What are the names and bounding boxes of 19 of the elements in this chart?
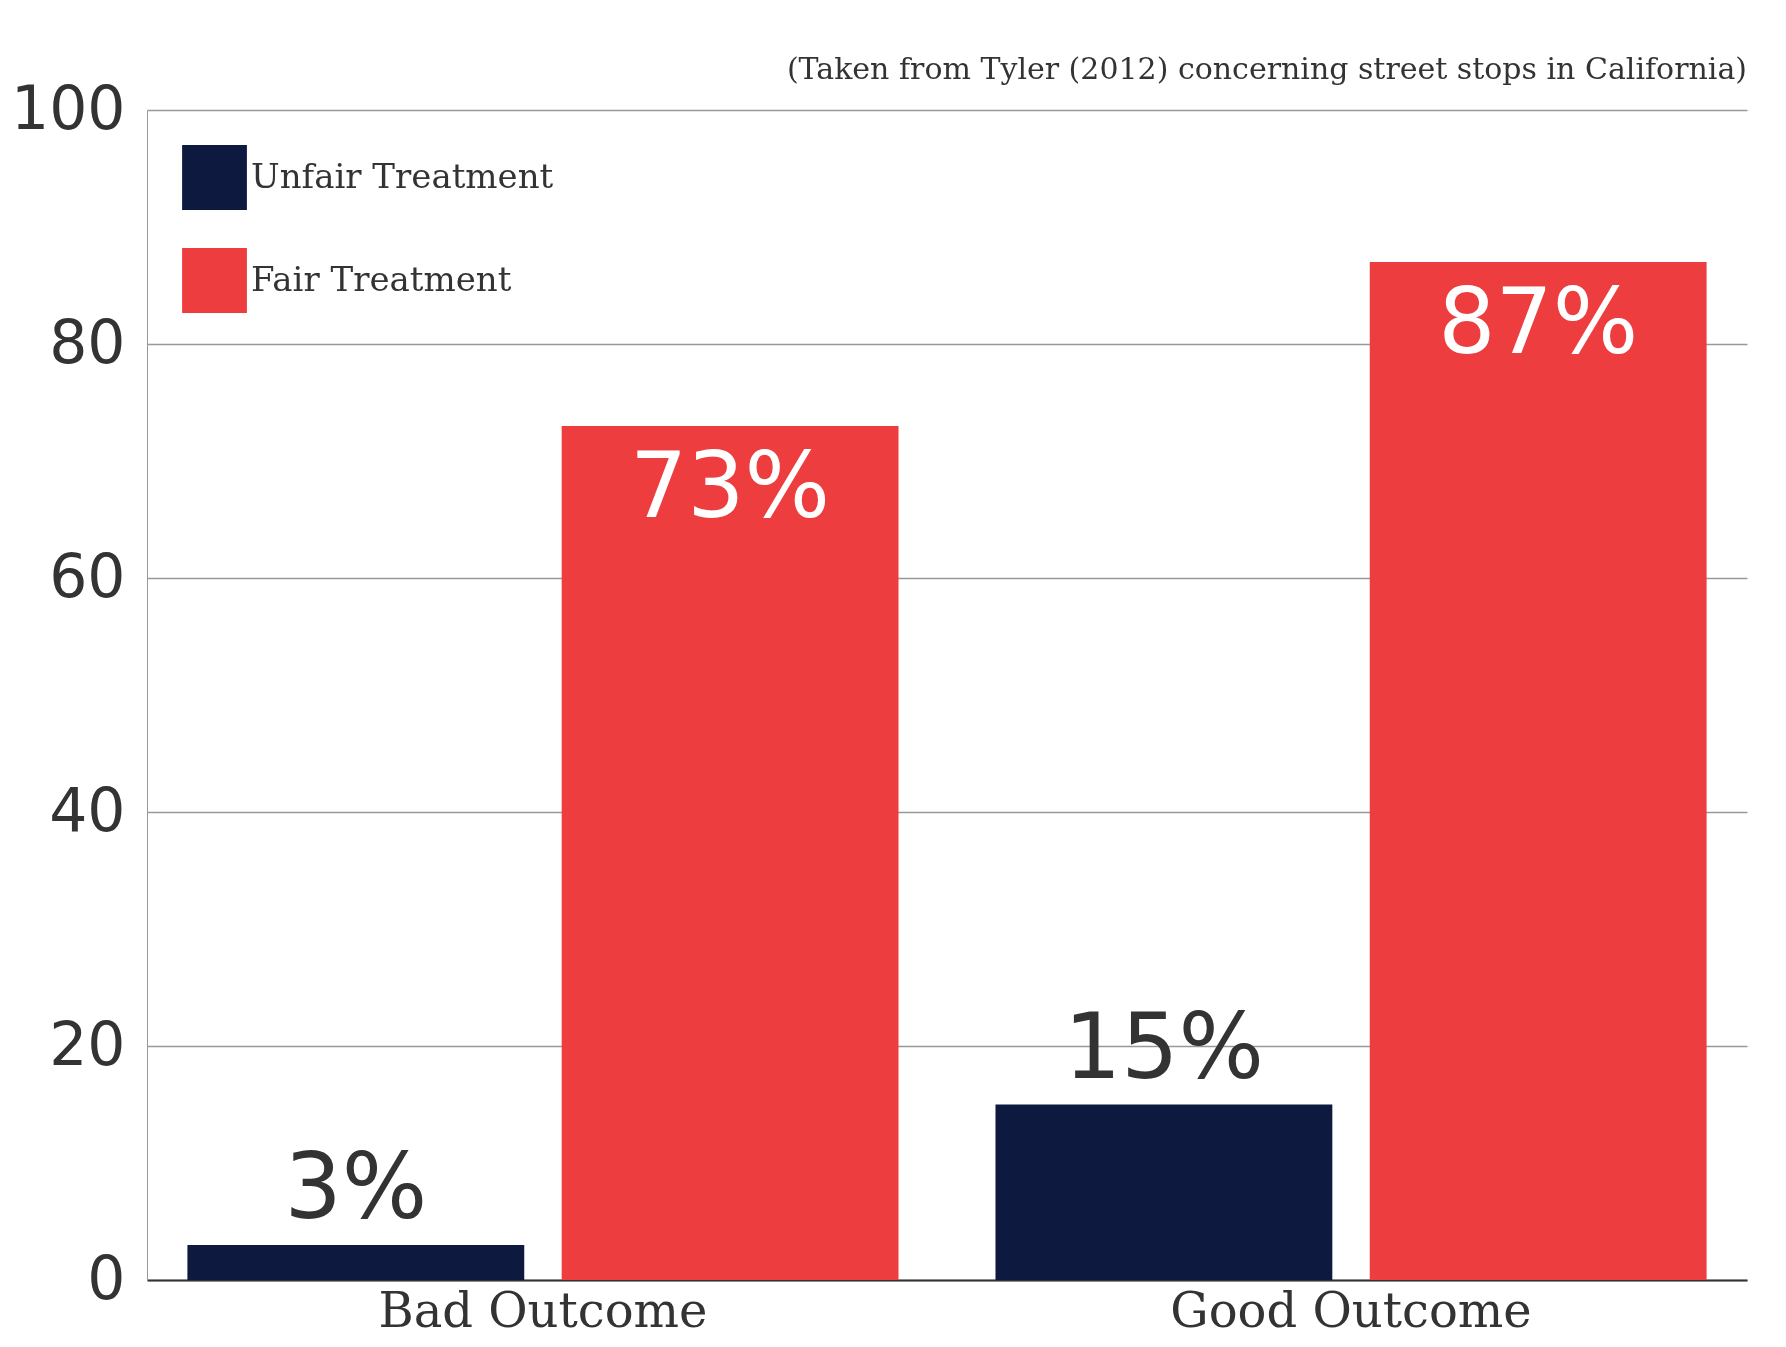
y-tick-label: 20 [49,1008,126,1079]
y-tick-label: 60 [49,540,126,611]
x-tick-label: Good Outcome [1170,1281,1532,1338]
legend-label: Unfair Treatment [251,155,554,196]
y-tick-label: 80 [49,306,126,377]
x-tick-label: Bad Outcome [378,1281,708,1338]
text: (Taken from Tyler (2012) concerning street stops in California) [786,51,1747,86]
y-tick-label: 0 [87,1242,126,1313]
bar [187,1244,525,1280]
bar [1369,262,1707,1280]
data-label: 15% [1063,993,1264,1099]
y-tick-label: 40 [49,774,126,845]
data-label: 73% [630,432,831,538]
bar [561,425,899,1280]
y-tick-label: 100 [10,72,126,143]
data-label: 87% [1438,269,1639,375]
data-label: 3% [284,1133,428,1239]
bar [995,1104,1333,1280]
legend-label: Fair Treatment [251,258,512,299]
